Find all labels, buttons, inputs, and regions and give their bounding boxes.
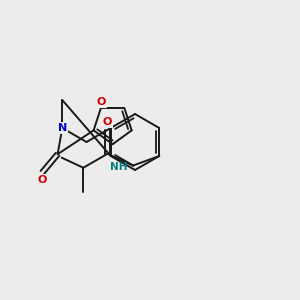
Text: N: N xyxy=(58,123,67,133)
Text: O: O xyxy=(103,117,112,127)
Text: NH: NH xyxy=(110,162,128,172)
Text: O: O xyxy=(96,97,106,107)
Text: O: O xyxy=(38,176,47,185)
